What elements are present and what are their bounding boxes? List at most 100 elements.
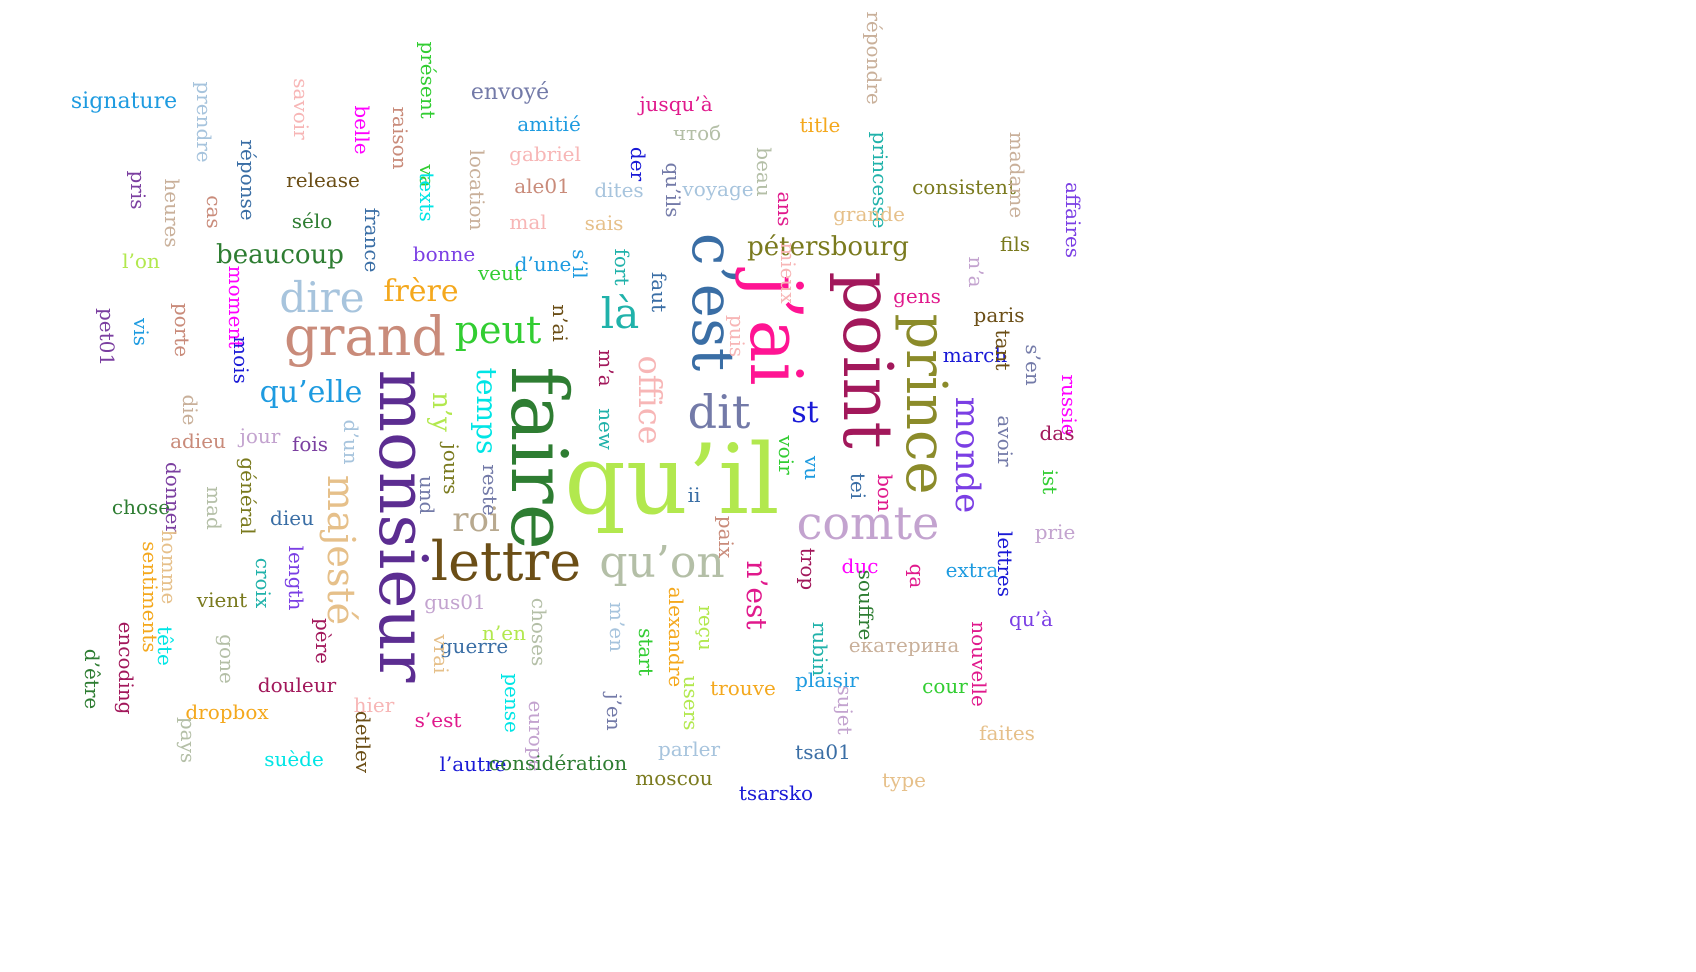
word-cloud-word: temps <box>470 367 503 455</box>
word-cloud-word: sais <box>584 211 624 235</box>
word-cloud-word: d’être <box>80 648 104 710</box>
word-cloud-word: mad <box>202 486 226 530</box>
word-cloud-word: release <box>286 168 360 192</box>
word-cloud-word: présent <box>416 41 440 119</box>
word-cloud-word: reste <box>478 464 502 516</box>
word-cloud-word: location <box>465 149 489 231</box>
word-cloud-word: prie <box>1034 520 1076 544</box>
word-cloud-word: ans <box>773 191 797 227</box>
word-cloud-word: lettres <box>993 531 1017 597</box>
word-cloud-word: madame <box>1005 131 1029 219</box>
word-cloud-word: donner <box>161 461 185 535</box>
word-cloud-word: m’en <box>605 601 629 653</box>
word-cloud-word: moscou <box>635 766 713 790</box>
word-cloud-word: extra <box>945 558 999 582</box>
word-cloud-word: hier <box>353 693 395 717</box>
word-cloud-word: amitié <box>517 112 581 136</box>
word-cloud-word: und <box>415 475 439 515</box>
word-cloud-word: signature <box>70 89 178 114</box>
word-cloud-word: n’en <box>482 621 526 645</box>
word-cloud-word: tei <box>846 472 870 500</box>
word-cloud-word: dieu <box>270 506 314 530</box>
word-cloud-word: souffre <box>854 569 878 641</box>
word-cloud-word: voyage <box>682 177 754 201</box>
word-cloud-word: pet01 <box>95 307 119 367</box>
word-cloud-word: das <box>1039 421 1075 445</box>
word-cloud-word: porte <box>170 302 194 358</box>
word-cloud-word: réponse <box>236 139 260 221</box>
word-cloud-word: heures <box>160 178 184 248</box>
word-cloud-word: roi <box>452 500 500 540</box>
word-cloud-word: jour <box>239 424 281 448</box>
word-cloud-word: là <box>600 289 640 338</box>
word-cloud-word: dire <box>279 273 365 322</box>
word-cloud-word: s’il <box>568 249 592 279</box>
word-cloud-word: new <box>594 408 618 450</box>
word-cloud-word: suède <box>264 747 324 771</box>
word-cloud-word: avoir <box>993 415 1017 467</box>
word-cloud-word: jusqu’à <box>639 92 713 116</box>
word-cloud-word: type <box>882 768 926 792</box>
word-cloud-word: lettre <box>430 530 582 593</box>
word-cloud-word: cas <box>202 195 226 229</box>
word-cloud-word: guerre <box>439 634 509 658</box>
word-cloud-word: frère <box>383 274 459 309</box>
word-cloud-word: gone <box>215 634 239 684</box>
word-cloud-word: pétersbourg <box>747 232 909 262</box>
word-cloud-word: users <box>679 675 703 731</box>
word-cloud-word: qu’elle <box>259 375 363 410</box>
word-cloud-word: croix <box>251 557 275 609</box>
word-cloud-word: vis <box>129 318 153 346</box>
word-cloud-word: qa <box>905 563 929 589</box>
word-cloud-word: duc <box>841 554 879 578</box>
word-cloud-word: length <box>284 545 308 611</box>
word-cloud-word: tsa01 <box>795 740 851 764</box>
word-cloud-word: gens <box>893 284 941 308</box>
word-cloud-word: march <box>942 343 1008 367</box>
word-cloud-word: raison <box>388 106 412 170</box>
word-cloud-word: dit <box>687 385 751 439</box>
word-cloud-word: considération <box>488 751 628 775</box>
word-cloud-word: der <box>626 146 650 182</box>
word-cloud-word: paix <box>714 515 738 559</box>
word-cloud-word: pays <box>176 716 200 764</box>
word-cloud-word: voir <box>774 435 798 475</box>
word-cloud-word: puis <box>725 314 749 358</box>
word-cloud-word: j’en <box>602 693 626 731</box>
word-cloud-word: tête <box>153 626 177 666</box>
word-cloud-word: ist <box>1038 469 1062 495</box>
word-cloud-word: mieux <box>776 242 800 304</box>
word-cloud-word: veut <box>477 261 523 285</box>
word-cloud-word: paris <box>973 303 1025 327</box>
word-cloud-word: m’a <box>594 349 618 387</box>
word-cloud-word: d’une <box>514 252 572 276</box>
word-cloud-word: chose <box>111 495 171 519</box>
word-cloud-word: comte <box>796 496 940 550</box>
word-cloud-word: sujet <box>833 685 857 735</box>
word-cloud-word: qu’il <box>564 424 780 536</box>
word-cloud-word: monde <box>947 396 987 514</box>
word-cloud-word: peut <box>454 308 542 352</box>
word-cloud-word: bonne <box>412 242 476 266</box>
word-cloud-word: l’on <box>122 249 160 273</box>
word-cloud-word: чтоб <box>672 121 722 145</box>
word-cloud-word: répondre <box>862 11 886 105</box>
word-cloud-word: envoyé <box>470 80 550 105</box>
word-cloud-word: gabriel <box>509 142 581 166</box>
word-cloud-word: title <box>799 113 841 137</box>
word-cloud-word: start <box>634 628 658 676</box>
word-cloud-word: prendre <box>192 81 216 163</box>
word-cloud-word: pris <box>126 170 150 210</box>
word-cloud-word: trouve <box>710 676 776 700</box>
word-cloud-word: cour <box>922 674 968 698</box>
word-cloud-word: grand <box>284 305 446 368</box>
word-cloud-word: savoir <box>289 78 313 140</box>
word-cloud-word: l’autre <box>439 752 507 776</box>
word-cloud-word: office <box>631 355 669 445</box>
word-cloud-word: faire <box>493 366 583 550</box>
word-cloud-word: vu <box>800 455 824 481</box>
word-cloud-word: bon <box>873 474 897 512</box>
word-cloud-word: nouvelle <box>967 621 991 707</box>
word-cloud-word: detlev <box>351 710 375 774</box>
